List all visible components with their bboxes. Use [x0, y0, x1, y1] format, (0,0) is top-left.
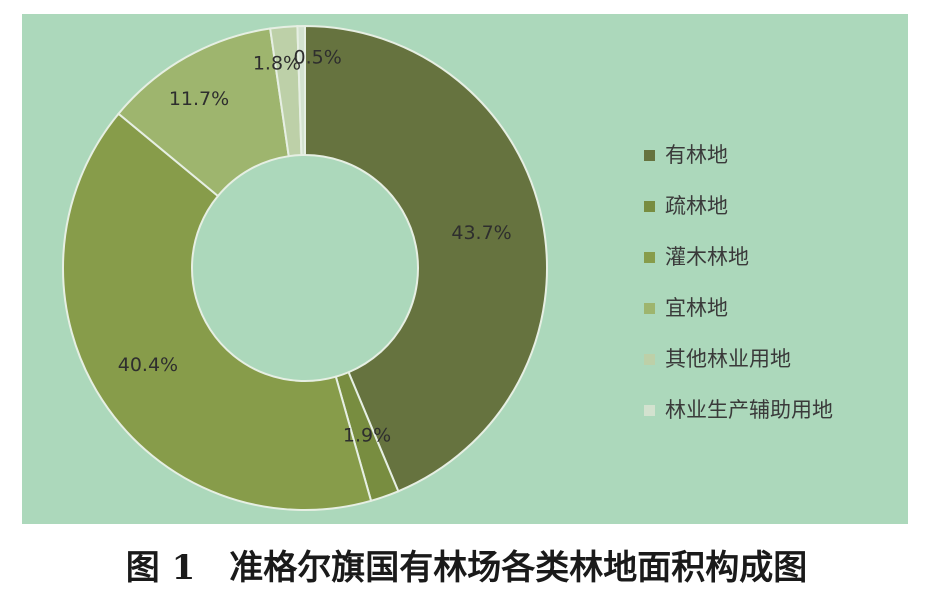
slice-label-1: 43.7%	[451, 222, 511, 244]
legend-label-3: 灌木林地	[665, 245, 749, 269]
legend-swatch-2	[644, 201, 655, 212]
chart-panel: 43.7% 1.9% 40.4% 11.7% 1.8% 0.5% 有林地疏林地灌木林地宜林…	[22, 14, 908, 524]
legend-label-4: 宜林地	[665, 296, 728, 320]
donut-slice-6	[296, 24, 306, 157]
slice-label-3: 40.4%	[118, 354, 178, 376]
slice-label-6: 0.5%	[294, 47, 342, 69]
legend-label-6: 林业生产辅助用地	[665, 398, 833, 422]
slice-label-4: 11.7%	[169, 88, 229, 110]
donut-slice-3	[62, 112, 373, 511]
legend-label-2: 疏林地	[665, 194, 728, 218]
slices-group	[62, 24, 548, 511]
legend-swatch-3	[644, 252, 655, 263]
legend-label-1: 有林地	[665, 143, 728, 167]
slice-label-5: 1.8%	[253, 52, 301, 74]
slice-labels-group: 43.7% 1.9% 40.4% 11.7% 1.8%0.5%	[118, 47, 512, 447]
legend-swatch-5	[644, 354, 655, 365]
legend-swatch-4	[644, 303, 655, 314]
donut-chart: 43.7% 1.9% 40.4% 11.7% 1.8%0.5% 有林地疏林地灌木林地宜林…	[22, 14, 908, 524]
legend-swatch-6	[644, 405, 655, 416]
figure-caption: 图 1 准格尔旗国有林场各类林地面积构成图	[125, 548, 808, 588]
legend-label-5: 其他林业用地	[665, 347, 791, 371]
slice-label-2: 1.9%	[343, 425, 391, 447]
legend-swatch-1	[644, 150, 655, 161]
donut-slice-1	[304, 24, 548, 493]
